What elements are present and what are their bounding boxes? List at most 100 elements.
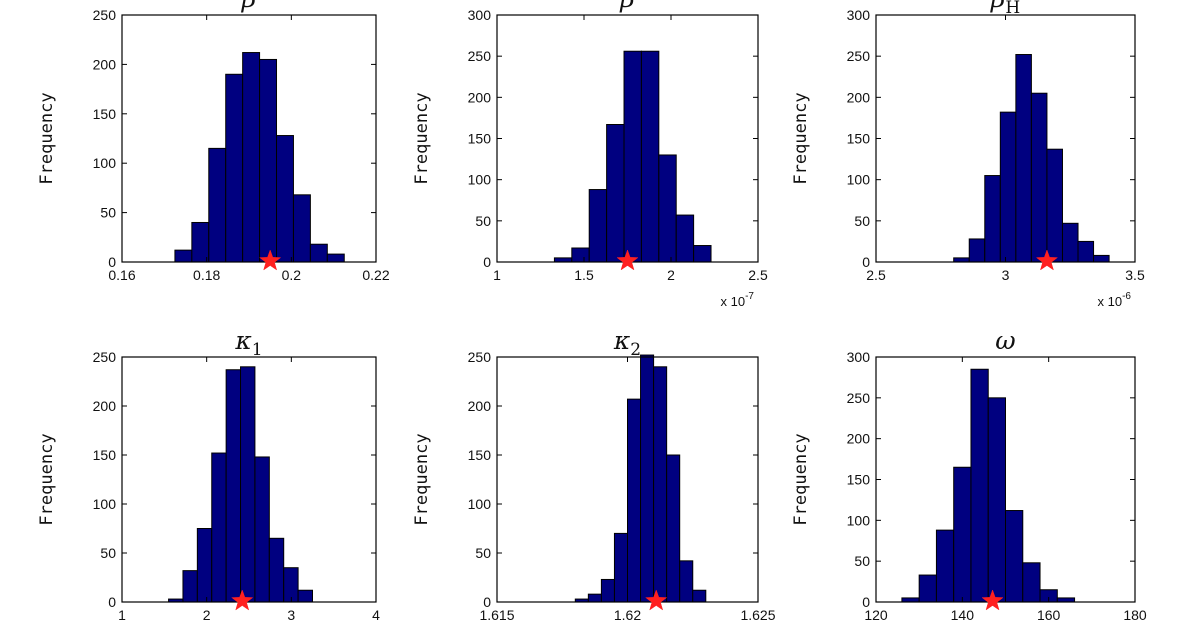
y-axis-label: Frequency [791, 433, 811, 525]
y-tick-label: 300 [847, 7, 871, 23]
histogram-bar [196, 528, 213, 603]
x-tick-label: 1 [493, 267, 501, 283]
y-tick-label: 250 [93, 349, 117, 365]
histogram-bar [606, 124, 625, 263]
histogram-bar [970, 368, 989, 603]
x-axis-multiplier: x 10-6 [1098, 291, 1132, 309]
histogram-bar [191, 221, 210, 263]
histogram-bar [208, 147, 227, 263]
subplot-4: 1 2 3 4 0 50 100 150 200 250 Frequency κ1 [37, 326, 380, 623]
y-tick-label: 100 [847, 172, 871, 188]
y-tick-label: 300 [847, 349, 871, 365]
true-value-star-marker [231, 589, 254, 611]
histogram-bar [1077, 240, 1095, 263]
y-tick-label: 200 [847, 431, 871, 447]
histogram-bar [953, 257, 970, 263]
subplot-title-subscript: H [1005, 0, 1020, 18]
y-tick-label: 200 [93, 398, 117, 414]
y-tick-label: 200 [468, 398, 492, 414]
y-tick-label: 250 [468, 48, 492, 64]
histogram-bar [640, 354, 655, 603]
histogram-bar [600, 578, 615, 603]
y-tick-label: 200 [468, 89, 492, 105]
y-tick-label: 50 [475, 213, 491, 229]
x-tick-label: 2.5 [866, 267, 886, 283]
histogram-bar [254, 456, 270, 603]
y-tick-label: 50 [100, 545, 116, 561]
histogram-bar [984, 175, 1001, 263]
histogram-bar [553, 257, 573, 263]
y-tick-label: 0 [483, 594, 491, 610]
true-value-star-marker [645, 589, 668, 611]
histogram-bar [1015, 54, 1032, 263]
histogram-bar [326, 253, 345, 263]
subplot-title-subscript: 2 [630, 340, 641, 360]
x-tick-label: 2 [667, 267, 675, 283]
true-value-star-marker [1035, 249, 1059, 271]
subplot-6: 120 140 160 180 0 50 100 150 200 250 300 Frequency ω [791, 326, 1147, 623]
subplot-title: κ1 [234, 326, 262, 360]
histogram-bar [276, 135, 294, 263]
histogram-bar [987, 397, 1006, 603]
true-value-star-marker [616, 249, 639, 271]
histogram-bar [259, 58, 278, 263]
x-tick-label: 140 [951, 607, 975, 623]
y-tick-label: 150 [847, 131, 871, 147]
y-tick-label: 250 [468, 349, 492, 365]
x-tick-label: 1.62 [614, 607, 641, 623]
y-tick-label: 250 [847, 48, 871, 64]
histogram-bar [658, 154, 677, 263]
y-axis-label: Frequency [412, 92, 432, 184]
histogram-bar [901, 597, 920, 603]
y-tick-label: 250 [847, 390, 871, 406]
subplot-title: κ2 [613, 326, 641, 360]
histogram-bar [182, 570, 198, 603]
subplot-title: β [241, 0, 256, 13]
histogram-bar [1030, 92, 1048, 263]
histogram-bar [693, 245, 712, 263]
x-tick-label: 0.2 [282, 267, 302, 283]
histogram-bar [1022, 562, 1041, 603]
y-axis-label: Frequency [412, 433, 432, 525]
histogram-bar [1093, 254, 1110, 263]
histogram-bar [309, 243, 328, 263]
y-tick-label: 50 [854, 553, 870, 569]
true-value-star-marker [981, 589, 1004, 611]
histogram-bar [935, 529, 955, 603]
histogram-bar [918, 574, 937, 603]
y-tick-label: 100 [468, 496, 492, 512]
x-tick-label: 4 [372, 607, 380, 623]
y-tick-label: 100 [468, 172, 492, 188]
histogram-bar [268, 537, 285, 603]
x-tick-label: 3 [1002, 267, 1010, 283]
y-tick-label: 0 [108, 254, 116, 270]
histogram-bar [283, 567, 299, 603]
histogram-bar [240, 366, 256, 603]
x-tick-label: 1 [118, 607, 126, 623]
y-tick-label: 150 [468, 447, 492, 463]
histogram-bar [999, 111, 1017, 263]
y-axis-label: Frequency [791, 92, 811, 184]
histogram-bar [627, 398, 642, 603]
histogram-bar [653, 366, 668, 603]
y-tick-label: 200 [93, 56, 117, 72]
histogram-bar [1061, 222, 1079, 263]
subplot-title: ω [995, 326, 1015, 355]
histogram-bar [675, 214, 695, 263]
x-tick-label: 2.5 [748, 267, 768, 283]
histogram-bar [587, 593, 602, 603]
y-tick-label: 0 [862, 594, 870, 610]
x-axis-multiplier-exponent: -7 [745, 291, 754, 302]
y-axis-label: Frequency [37, 92, 57, 184]
x-tick-label: 1.5 [574, 267, 594, 283]
histogram-bar [211, 452, 227, 603]
histogram-bar [623, 50, 642, 263]
x-tick-label: 1.615 [479, 607, 514, 623]
y-tick-label: 0 [108, 594, 116, 610]
histogram-bar [1046, 148, 1063, 263]
subplot-title-subscript: 1 [252, 340, 263, 360]
y-tick-label: 250 [93, 7, 117, 23]
histogram-bar [225, 73, 244, 263]
y-tick-label: 50 [854, 213, 870, 229]
